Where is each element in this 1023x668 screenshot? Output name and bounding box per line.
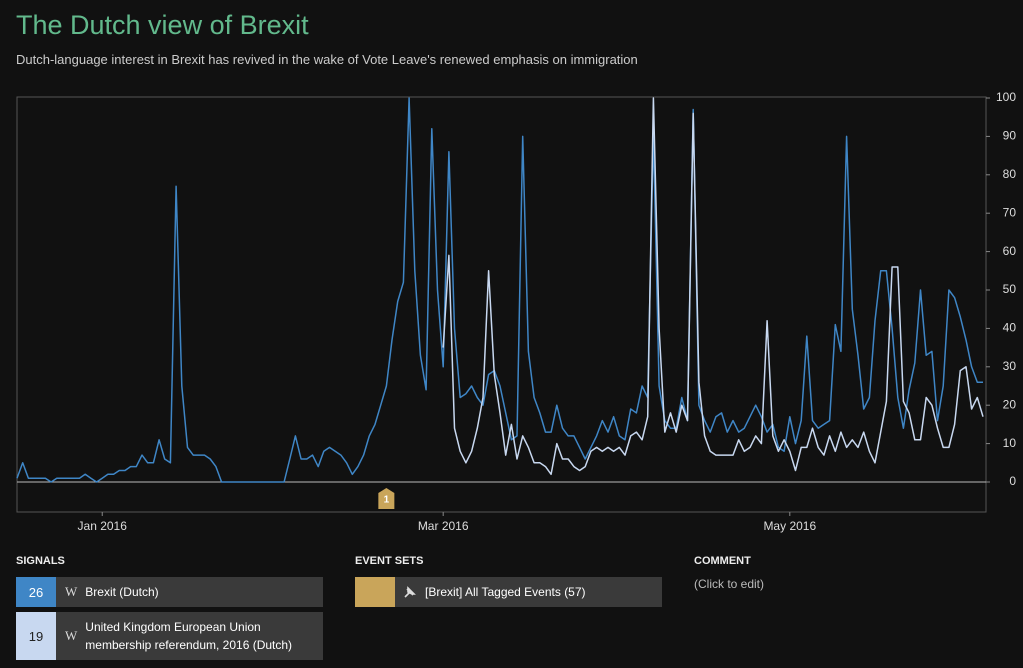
event-marker bbox=[378, 488, 395, 509]
event-set-item[interactable]: [Brexit] All Tagged Events (57) bbox=[355, 577, 662, 607]
plot-frame bbox=[16, 96, 987, 513]
event-set-color bbox=[355, 577, 395, 607]
comment-heading: COMMENT bbox=[694, 555, 751, 567]
y-tick-label: 80 bbox=[1003, 167, 1017, 181]
y-tick-label: 30 bbox=[1003, 359, 1017, 373]
signal-name: United Kingdom European Union membership… bbox=[85, 620, 293, 652]
pin-icon bbox=[404, 586, 416, 598]
y-tick-label: 50 bbox=[1003, 282, 1017, 296]
y-tick-label: 20 bbox=[1003, 397, 1017, 411]
x-tick-label: Jan 2016 bbox=[78, 519, 128, 533]
x-tick-label: May 2016 bbox=[763, 519, 816, 533]
signal-name: Brexit (Dutch) bbox=[85, 585, 159, 599]
event-set-name: [Brexit] All Tagged Events (57) bbox=[425, 585, 586, 599]
y-tick-label: 100 bbox=[996, 90, 1016, 104]
signal-item[interactable]: 26 W Brexit (Dutch) bbox=[16, 577, 323, 607]
y-tick-label: 10 bbox=[1003, 436, 1017, 450]
series-line bbox=[442, 97, 984, 476]
y-tick-label: 40 bbox=[1003, 321, 1017, 335]
y-tick-label: 0 bbox=[1009, 474, 1016, 488]
event-label: 1 bbox=[384, 495, 390, 506]
signals-heading: SIGNALS bbox=[16, 555, 65, 567]
comment-text[interactable]: (Click to edit) bbox=[694, 577, 765, 591]
y-tick-label: 60 bbox=[1003, 244, 1017, 258]
event-sets-heading: EVENT SETS bbox=[355, 555, 424, 567]
signal-value: 19 bbox=[16, 612, 56, 660]
y-tick-label: 70 bbox=[1003, 205, 1017, 219]
chart: 0 10 20 30 40 50 60 70 80 90 100 Jan 2016 Mar 2016 Ma… bbox=[16, 90, 1017, 533]
signal-value: 26 bbox=[16, 577, 56, 607]
title: The Dutch view of Brexit bbox=[16, 10, 309, 40]
series-line bbox=[16, 97, 983, 483]
y-tick-label: 90 bbox=[1003, 129, 1017, 143]
source-icon: W bbox=[65, 584, 78, 599]
source-icon: W bbox=[65, 628, 78, 643]
signal-item[interactable]: 19 W United Kingdom European Union membe… bbox=[16, 612, 323, 660]
subtitle: Dutch-language interest in Brexit has re… bbox=[16, 52, 638, 67]
x-tick-label: Mar 2016 bbox=[418, 519, 469, 533]
